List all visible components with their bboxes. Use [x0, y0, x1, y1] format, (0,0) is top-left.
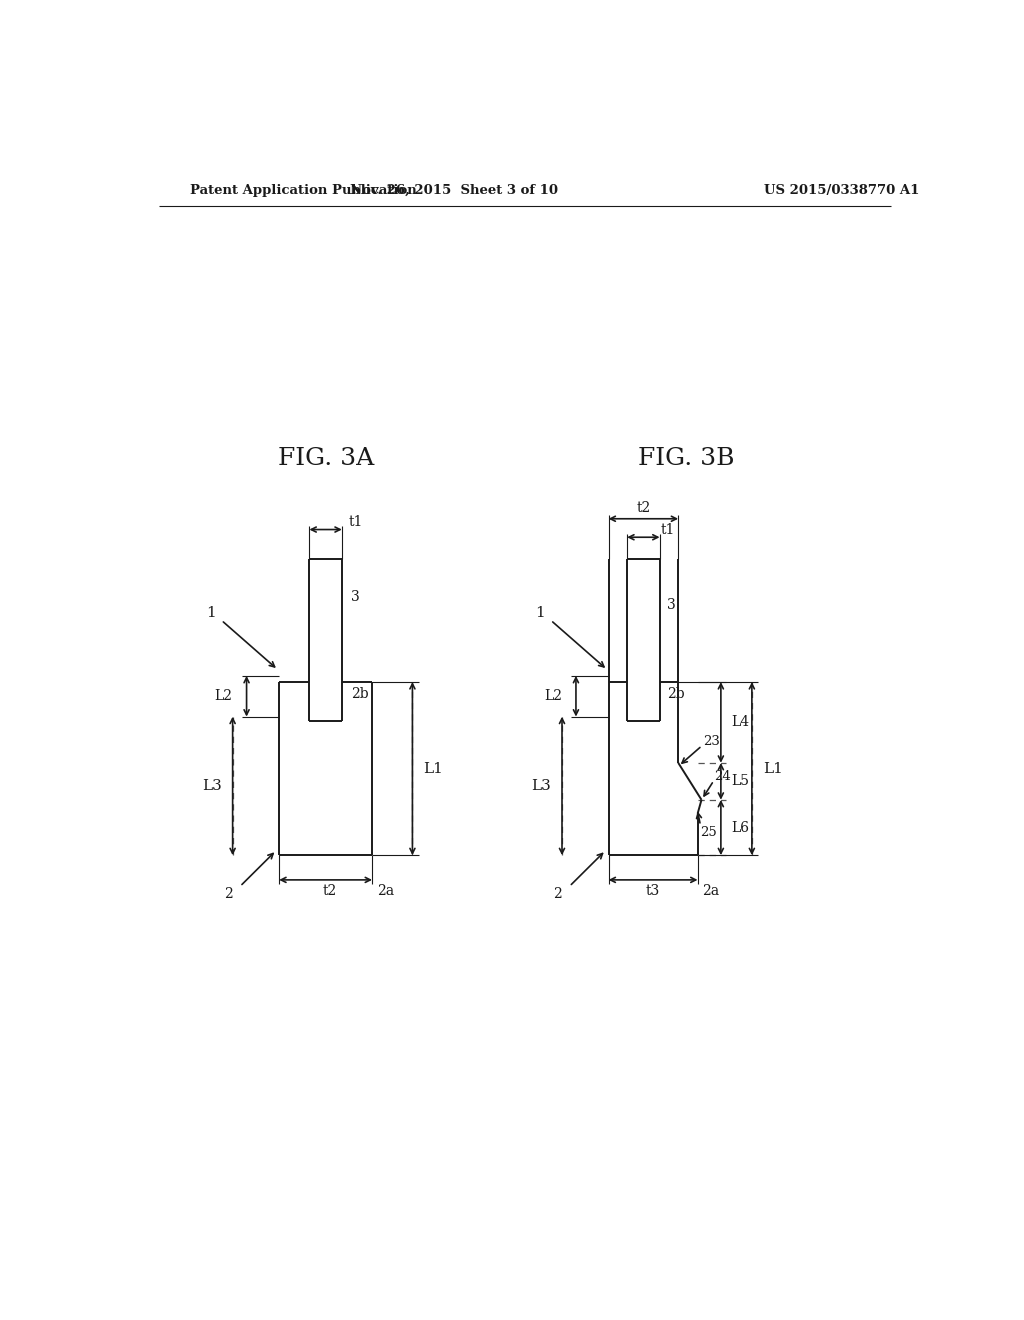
Text: L5: L5: [732, 775, 750, 788]
Text: US 2015/0338770 A1: US 2015/0338770 A1: [764, 185, 919, 197]
Text: 25: 25: [700, 825, 717, 838]
Text: 3: 3: [668, 598, 676, 612]
Text: FIG. 3B: FIG. 3B: [638, 447, 734, 470]
Text: 1: 1: [536, 606, 545, 619]
Text: 2a: 2a: [377, 883, 394, 898]
Text: 2: 2: [224, 887, 232, 900]
Text: t1: t1: [660, 523, 675, 536]
Text: Nov. 26, 2015  Sheet 3 of 10: Nov. 26, 2015 Sheet 3 of 10: [349, 185, 557, 197]
Text: L3: L3: [202, 779, 222, 793]
Text: t2: t2: [636, 502, 650, 515]
Text: t3: t3: [646, 883, 660, 898]
Text: L1: L1: [763, 762, 782, 776]
Text: L2: L2: [215, 689, 232, 704]
Text: L1: L1: [423, 762, 443, 776]
Text: L6: L6: [732, 821, 750, 834]
Text: 1: 1: [206, 606, 216, 619]
Text: 2a: 2a: [702, 883, 720, 898]
Text: L2: L2: [544, 689, 562, 704]
Text: L4: L4: [732, 715, 750, 730]
Text: t2: t2: [323, 883, 337, 898]
Text: FIG. 3A: FIG. 3A: [278, 447, 374, 470]
Text: L3: L3: [531, 779, 551, 793]
Text: 2b: 2b: [351, 686, 369, 701]
Text: Patent Application Publication: Patent Application Publication: [190, 185, 417, 197]
Text: 23: 23: [703, 735, 720, 748]
Text: 2b: 2b: [668, 686, 685, 701]
Text: 3: 3: [351, 590, 360, 605]
Text: t1: t1: [349, 515, 364, 529]
Text: 24: 24: [714, 770, 731, 783]
Text: 2: 2: [553, 887, 562, 900]
